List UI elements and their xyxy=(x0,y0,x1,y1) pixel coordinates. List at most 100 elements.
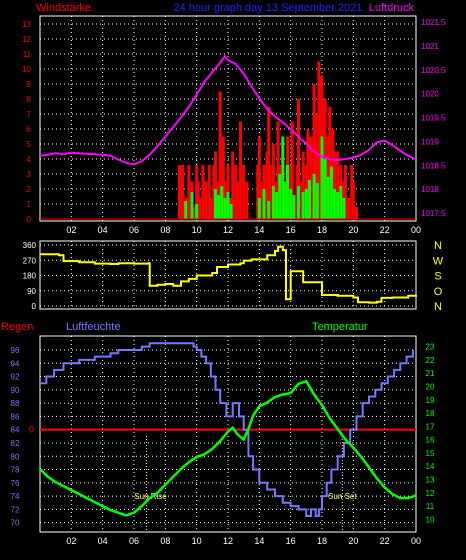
wind-bar xyxy=(268,165,272,219)
wind-bar xyxy=(212,165,216,219)
pressure-y-tick: 1021 xyxy=(421,42,439,51)
wind-panel-x-tick: 06 xyxy=(129,225,139,235)
wind-y-tick: 4 xyxy=(27,155,32,164)
wind-panel-x-tick: 00 xyxy=(411,225,421,235)
wind-y-tick: 5 xyxy=(27,140,32,149)
wind-y-tick: 11 xyxy=(23,50,32,59)
gust-bar xyxy=(301,192,305,219)
climate-panel-x-tick: 18 xyxy=(317,536,327,546)
wind-bar xyxy=(259,181,263,219)
gust-bar xyxy=(195,204,199,219)
humidity-y-tick: 78 xyxy=(11,466,20,475)
pressure-y-tick: 1018 xyxy=(421,185,439,194)
temperature-line xyxy=(39,379,417,517)
humidity-y-tick: 88 xyxy=(11,399,20,408)
wind-bar xyxy=(276,121,280,219)
gust-bar xyxy=(336,192,340,219)
wind-y-tick: 7 xyxy=(27,110,32,119)
wind-bar xyxy=(317,61,321,219)
wind-bar xyxy=(181,165,185,219)
wind-bar xyxy=(245,181,249,219)
chart-layer: 0123456789101112131017.510181018.5101910… xyxy=(11,15,446,546)
temperature-y-tick: 21 xyxy=(426,369,435,378)
gust-bar xyxy=(329,166,333,219)
climate-panel-x-tick: 08 xyxy=(160,536,170,546)
wind-bar xyxy=(334,181,338,219)
gust-bar xyxy=(281,136,285,219)
wind-y-tick: 6 xyxy=(27,125,32,134)
climate-panel-x-tick: 02 xyxy=(66,536,76,546)
wind-bar xyxy=(195,165,199,219)
pressure-y-tick: 1020 xyxy=(421,90,439,99)
wind-panel-x-tick: 16 xyxy=(286,225,296,235)
rain-axis-label: Regen xyxy=(1,321,33,333)
compass-label: N xyxy=(434,240,442,252)
gust-bar xyxy=(323,159,327,219)
humidity-y-tick: 72 xyxy=(11,505,20,514)
temperature-y-tick: 19 xyxy=(426,396,435,405)
temperature-y-tick: 18 xyxy=(426,409,435,418)
climate-panel-x-tick: 10 xyxy=(192,536,202,546)
wind-panel-x-tick: 12 xyxy=(223,225,233,235)
humidity-y-tick: 96 xyxy=(11,346,20,355)
wind-bar xyxy=(318,121,322,219)
humidity-y-tick: 92 xyxy=(11,373,20,382)
compass-label: S xyxy=(434,271,441,283)
pressure-y-tick: 1018.5 xyxy=(421,161,446,170)
humidity-y-tick: 84 xyxy=(11,426,20,435)
wind-bar xyxy=(196,181,200,219)
wind-y-tick: 1 xyxy=(27,200,32,209)
gust-bar xyxy=(320,136,324,219)
gust-bar xyxy=(315,183,319,219)
humidity-y-tick: 80 xyxy=(11,452,20,461)
wind-bar xyxy=(207,165,211,219)
wind-bar xyxy=(271,144,275,219)
gust-bar xyxy=(289,189,293,219)
gust-bar xyxy=(257,198,261,219)
wind-bar xyxy=(265,151,269,219)
rain-zero-mark: 0 xyxy=(29,425,34,435)
wind-y-tick: 3 xyxy=(27,170,32,179)
gust-bar xyxy=(190,192,194,219)
gust-bar xyxy=(262,189,266,219)
wind-panel-x-tick: 02 xyxy=(66,225,76,235)
gust-bar xyxy=(223,198,227,219)
direction-y-tick: 180 xyxy=(23,272,37,281)
humidity-y-tick: 74 xyxy=(11,492,20,501)
climate-panel-x-tick: 06 xyxy=(129,536,139,546)
temperature-y-tick: 16 xyxy=(426,436,435,445)
wind-bar xyxy=(306,129,310,219)
wind-bar xyxy=(187,165,191,219)
wind-bar xyxy=(201,165,205,219)
wind-bar xyxy=(218,91,222,219)
pressure-y-tick: 1019 xyxy=(421,137,439,146)
wind-bar xyxy=(336,151,340,219)
gust-bar xyxy=(213,189,217,219)
gust-bar xyxy=(275,192,279,219)
humidity-line xyxy=(40,342,414,517)
wind-y-tick: 12 xyxy=(22,35,31,44)
wind-panel-x-tick: 22 xyxy=(380,225,390,235)
humidity-y-tick: 90 xyxy=(11,386,20,395)
wind-bar xyxy=(297,99,300,219)
gust-bar xyxy=(267,201,271,219)
humidity-y-tick: 94 xyxy=(11,359,20,368)
gust-bar xyxy=(220,186,224,219)
wind-bar xyxy=(228,198,232,219)
wind-bar xyxy=(331,129,335,219)
wind-panel-x-tick: 10 xyxy=(192,225,202,235)
wind-bar xyxy=(192,207,196,219)
wind-bar xyxy=(344,165,347,219)
gust-bar xyxy=(217,195,221,219)
chart-title: 24 hour graph day 13 September 2021 xyxy=(174,2,363,14)
wind-y-tick: 13 xyxy=(22,20,31,29)
wind-bar xyxy=(351,181,355,219)
gust-bar xyxy=(312,174,316,219)
pressure-y-tick: 1019.5 xyxy=(421,114,446,123)
compass-label: W xyxy=(433,255,444,267)
wind-bar xyxy=(198,198,202,219)
pressure-y-tick: 1021.5 xyxy=(421,18,446,27)
wind-bar xyxy=(300,181,304,219)
wind-bar xyxy=(325,165,329,219)
